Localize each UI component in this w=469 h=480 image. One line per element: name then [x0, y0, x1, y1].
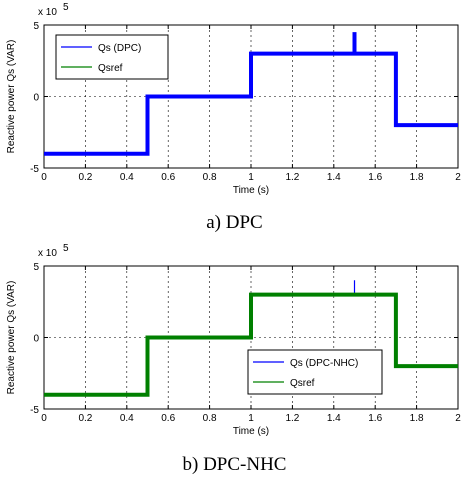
- x-tick-label: 0.6: [161, 172, 175, 183]
- y-tick-label: 0: [33, 334, 39, 345]
- x-axis-label: Time (s): [233, 185, 269, 196]
- x-tick-label: 1.2: [285, 413, 299, 424]
- x-tick-label: 1.8: [410, 413, 424, 424]
- x-tick-label: 0: [41, 172, 47, 183]
- x-tick-label: 1.8: [410, 172, 424, 183]
- y-exponent-label: 5: [63, 243, 69, 254]
- legend-label-qs: Qs (DPC): [98, 43, 141, 54]
- x-tick-label: 1.2: [285, 172, 299, 183]
- legend-label-qs: Qs (DPC-NHC): [290, 358, 358, 369]
- y-multiplier-label: x 10: [38, 7, 57, 18]
- series-line-qs: [44, 32, 458, 156]
- y-axis-label: Reactive power Qs (VAR): [6, 40, 17, 154]
- x-tick-label: 1.4: [327, 413, 341, 424]
- x-tick-label: 0.8: [203, 172, 217, 183]
- x-tick-label: 1: [248, 413, 254, 424]
- y-exponent-label: 5: [63, 2, 69, 13]
- y-multiplier-label: x 10: [38, 248, 57, 259]
- x-tick-label: 0.2: [78, 172, 92, 183]
- y-tick-label: 5: [33, 21, 39, 32]
- x-tick-label: 0.4: [120, 413, 134, 424]
- x-tick-label: 1.6: [368, 413, 382, 424]
- figure-dpc-nhc: 0 0.2 0.4 0.6 0.8 1 1.2 1.4 1.6 1.8 2 -5 0 5 x 10 5 Time…: [0, 240, 469, 480]
- x-tick-label: 0.6: [161, 413, 175, 424]
- y-tick-label: -5: [30, 405, 39, 416]
- x-tick-label: 0.8: [203, 413, 217, 424]
- legend-box: [247, 349, 383, 395]
- x-tick-label: 1: [248, 172, 254, 183]
- caption-dpc-nhc: b) DPC-NHC: [182, 454, 287, 475]
- y-tick-label: -5: [30, 164, 39, 175]
- legend-label-qsref: Qsref: [98, 63, 123, 74]
- x-tick-label: 0: [41, 413, 47, 424]
- y-tick-label: 0: [33, 93, 39, 104]
- x-tick-label: 0.4: [120, 172, 134, 183]
- y-axis-label: Reactive power Qs (VAR): [6, 281, 17, 395]
- x-tick-label: 2: [455, 413, 461, 424]
- legend-label-qsref: Qsref: [290, 378, 315, 389]
- series-line-qsref: [44, 292, 458, 397]
- y-tick-label: 5: [33, 262, 39, 273]
- caption-dpc: a) DPC: [206, 212, 263, 233]
- figure-dpc: 0 0.2 0.4 0.6 0.8 1 1.2 1.4 1.6 1.8 2 -5 0 5 x 10 5 Time…: [6, 2, 461, 233]
- x-tick-label: 1.6: [368, 172, 382, 183]
- x-tick-label: 2: [455, 172, 461, 183]
- x-axis-label: Time (s): [233, 426, 269, 437]
- x-tick-label: 0.2: [78, 413, 92, 424]
- x-tick-label: 1.4: [327, 172, 341, 183]
- legend-box: [55, 34, 169, 80]
